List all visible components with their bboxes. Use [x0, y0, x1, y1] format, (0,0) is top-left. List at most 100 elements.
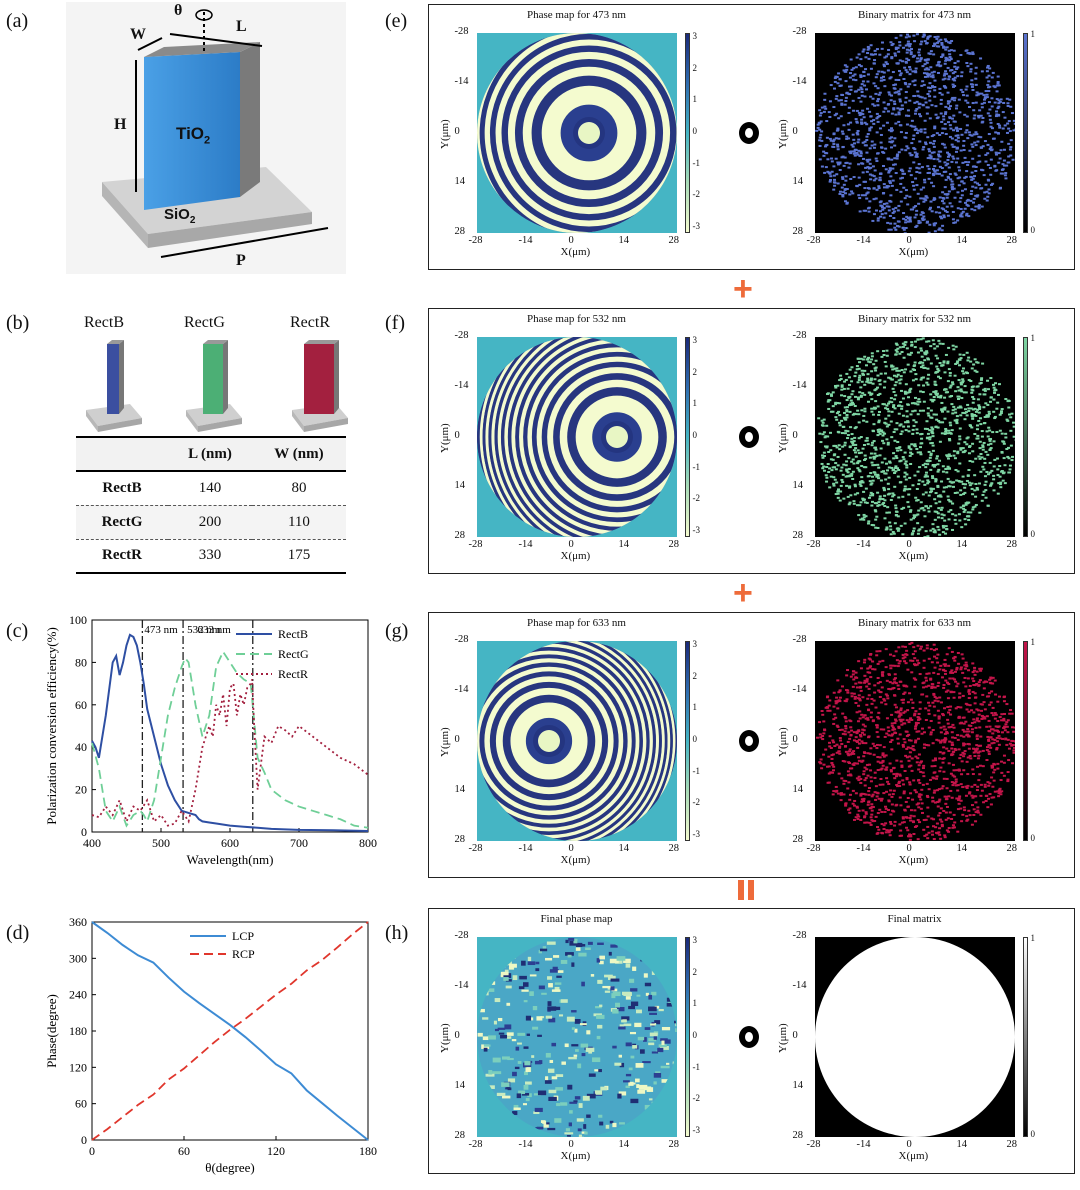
colorbar-tick-label: 2 — [692, 366, 698, 377]
y-axis-label: Y(μm) — [438, 727, 451, 757]
table-header-blank — [76, 437, 168, 471]
y-tick-label: 0 — [454, 1030, 460, 1041]
y-tick-label: 0 — [81, 1133, 87, 1147]
x-axis-label: X(μm) — [560, 1150, 591, 1162]
x-tick-label: 180 — [359, 1144, 377, 1158]
x-tick-label: 14 — [618, 539, 630, 550]
row-name: RectR — [102, 547, 142, 564]
colorbar-tick-label: 1 — [692, 398, 698, 409]
x-axis-label: X(μm) — [898, 246, 929, 258]
y-tick-label: 28 — [792, 530, 804, 541]
colorbar-top-label: 1 — [1030, 933, 1036, 943]
x-tick-label: -28 — [806, 539, 821, 550]
panel-label-d: (d) — [6, 922, 30, 944]
y-axis-label: Y(μm) — [776, 119, 789, 149]
x-axis-label: X(μm) — [560, 550, 591, 562]
x-tick-label: 60 — [178, 1144, 190, 1158]
y-tick-label: 0 — [792, 430, 798, 441]
y-tick-label: -14 — [792, 684, 807, 695]
colorbar-tick-label: 0 — [692, 734, 698, 744]
phase-colorbar — [684, 937, 690, 1137]
y-tick-label: -28 — [454, 930, 469, 941]
binary-colorbar — [1022, 937, 1028, 1137]
y-tick-label: 240 — [69, 988, 87, 1002]
panel-a-pillar-illustration: θ W L H TiO2 SiO2 P — [66, 2, 346, 274]
colorbar-tick-label: -1 — [692, 157, 701, 168]
x-axis-label: X(μm) — [560, 854, 591, 866]
x-axis-label: X(μm) — [560, 246, 591, 258]
panel-b: RectB RectG RectR L (nm) W (nm) RectB 140 80… — [70, 310, 350, 580]
x-tick-label: 0 — [568, 1139, 574, 1150]
x-axis-label: X(μm) — [898, 550, 929, 562]
x-tick-label: 700 — [290, 836, 308, 850]
panel-label-c: (c) — [6, 620, 29, 642]
pillar-icon-rectb — [86, 340, 142, 432]
y-tick-label: -28 — [792, 634, 807, 645]
x-tick-label: -14 — [856, 539, 871, 550]
binary-matrix-title: Binary matrix for 473 nm — [857, 9, 972, 21]
panel-label-g: (g) — [385, 620, 409, 642]
y-tick-label: 0 — [81, 825, 87, 839]
x-tick-label: 0 — [906, 539, 912, 550]
y-tick-label: 14 — [792, 784, 804, 795]
table-header-l: L (nm) — [188, 445, 232, 462]
pillar-3d-svg — [102, 9, 329, 258]
y-tick-label: -28 — [454, 330, 469, 341]
series-line-rcp — [91, 921, 369, 1141]
plot-frame — [91, 619, 369, 833]
panel-label-a: (a) — [6, 10, 29, 32]
binary-matrix-image — [814, 641, 1015, 841]
x-axis-label: θ(degree) — [205, 1160, 255, 1175]
table-row: RectB 140 80 — [76, 471, 346, 505]
x-tick-label: 0 — [906, 843, 912, 854]
x-tick-label: -14 — [856, 235, 871, 246]
y-tick-label: 300 — [69, 951, 87, 965]
colorbar-bottom-label: 0 — [1030, 1129, 1036, 1139]
y-tick-label: 28 — [454, 530, 466, 541]
row-name: RectB — [102, 479, 142, 496]
y-tick-label: 360 — [69, 915, 87, 929]
binary-colorbar — [1022, 641, 1028, 841]
legend-label-rectg: RectG — [278, 647, 309, 661]
legend-label-lcp: LCP — [232, 929, 254, 943]
x-tick-label: 28 — [1006, 843, 1018, 854]
colorbar-bottom-label: 0 — [1030, 833, 1036, 843]
y-tick-label: -14 — [454, 76, 469, 87]
elementwise-product-icon — [739, 1026, 759, 1048]
phase-map-title: Phase map for 473 nm — [527, 9, 626, 21]
elementwise-product-icon — [739, 122, 759, 144]
substrate-front-face — [148, 212, 312, 248]
y-tick-label: -14 — [792, 76, 807, 87]
colorbar-tick-label: 2 — [692, 966, 698, 977]
legend-label-rectb: RectB — [278, 627, 308, 641]
theta-label: θ — [174, 2, 183, 19]
x-tick-label: -28 — [806, 1139, 821, 1150]
colorbar-tick-label: 3 — [692, 31, 698, 41]
row-l-value: 330 — [198, 547, 222, 564]
x-tick-label: 0 — [906, 235, 912, 246]
pillar-label-rectb: RectB — [84, 314, 124, 331]
binary-colorbar — [1022, 337, 1028, 537]
phase-map-image — [476, 937, 677, 1137]
row-w-value: 80 — [291, 479, 307, 496]
x-tick-label: 14 — [956, 235, 968, 246]
legend-label-rcp: RCP — [232, 947, 255, 961]
x-tick-label: -28 — [468, 1139, 483, 1150]
x-tick-label: 28 — [1006, 235, 1018, 246]
colorbar-tick-label: -3 — [692, 1125, 701, 1135]
frame-e: Phase map for 473 nm -28 -14 0 14 28 -28 -14 0 14… — [428, 4, 1075, 270]
binary-colorbar — [1022, 33, 1028, 233]
binary-matrix-title: Binary matrix for 633 nm — [857, 617, 972, 629]
y-tick-label: 28 — [454, 226, 466, 237]
frame-f: Phase map for 532 nm -28 -14 0 14 28 -28 -14 0 14… — [428, 308, 1075, 574]
phase-colorbar — [684, 337, 690, 537]
y-tick-label: -28 — [792, 330, 807, 341]
series-line-lcp — [91, 921, 369, 1141]
y-tick-label: 80 — [75, 655, 87, 669]
frame-h: Final phase map -28 -14 0 14 28 -28 -14 0 14 28 X(μ… — [428, 908, 1075, 1174]
colorbar-tick-label: 1 — [692, 94, 698, 105]
colorbar-tick-label: 2 — [692, 62, 698, 73]
panel-label-h: (h) — [385, 922, 409, 944]
colorbar-bottom-label: 0 — [1030, 225, 1036, 235]
y-axis-label: Y(μm) — [438, 119, 451, 149]
